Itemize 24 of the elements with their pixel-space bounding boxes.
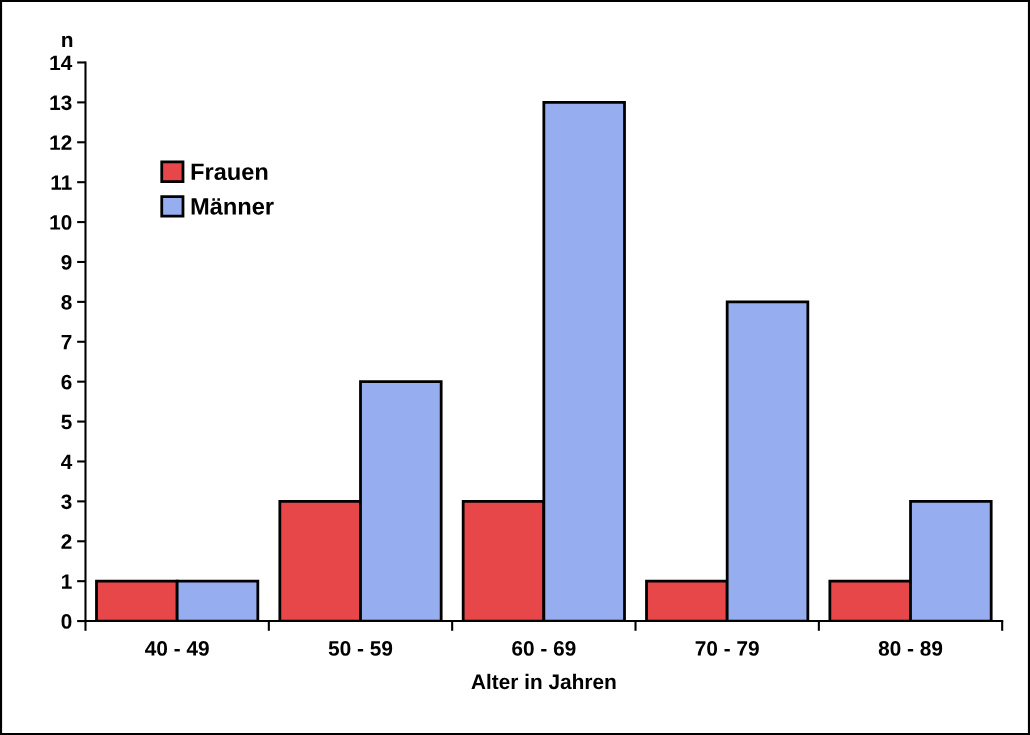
x-axis-title: Alter in Jahren [471,673,616,690]
y-tick-label: 4 [61,454,73,470]
y-tick-label: 10 [50,215,72,230]
y-tick-label: 11 [51,175,72,190]
y-tick-label: 1 [62,574,72,589]
y-axis-title: n [62,35,73,47]
x-tick-label: 70 - 79 [695,641,759,656]
y-tick-label: 2 [61,534,72,549]
x-tick-label: 50 - 59 [328,641,393,656]
y-tick-label: 9 [61,254,72,270]
y-tick-label: 7 [61,334,72,350]
y-tick-label: 6 [61,374,72,390]
y-tick-label: 3 [61,494,72,510]
y-tick-label: 12 [50,135,72,150]
y-tick-label: 0 [61,614,72,629]
y-tick-label: 8 [61,294,72,310]
legend-label: Männer [191,198,274,215]
y-tick-label: 14 [50,55,73,71]
legend-label: Frauen [191,163,268,181]
y-tick-label: 13 [50,95,72,111]
y-tick-label: 5 [61,414,72,430]
x-tick-label: 60 - 69 [512,641,576,656]
x-tick-label: 80 - 89 [878,641,943,656]
x-tick-label: 40 - 49 [145,641,209,656]
